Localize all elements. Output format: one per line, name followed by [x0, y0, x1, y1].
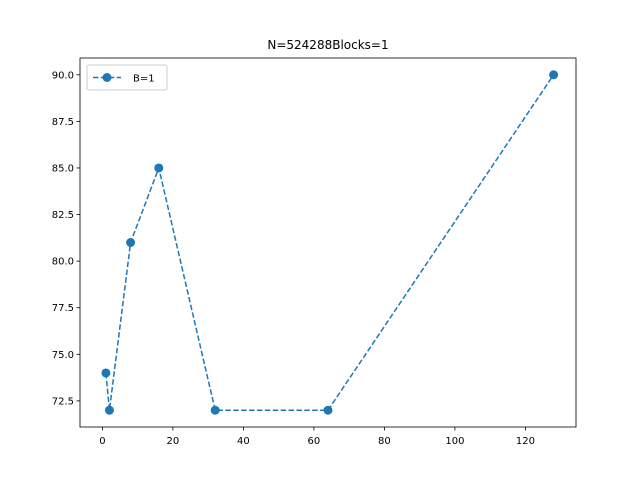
y-tick-label: 87.5 [52, 117, 74, 128]
legend-box [86, 64, 168, 91]
x-tick-label: 40 [237, 436, 250, 447]
x-tick-label: 100 [445, 436, 464, 447]
y-tick-label: 77.5 [52, 303, 74, 314]
plot-area [101, 70, 559, 415]
x-tick-label: 80 [378, 436, 391, 447]
data-point [549, 70, 559, 80]
legend-marker-sample [102, 73, 112, 82]
data-point [104, 405, 114, 415]
y-tick-label: 90.0 [52, 70, 74, 81]
series-line [105, 74, 555, 411]
x-tick-label: 20 [167, 436, 180, 447]
y-tick-label: 75.0 [52, 350, 74, 361]
x-tick-label: 60 [308, 436, 321, 447]
x-tick-label: 0 [99, 436, 105, 447]
y-tick-label: 85.0 [52, 163, 74, 174]
y-tick-label: 72.5 [52, 396, 74, 407]
data-point [210, 405, 220, 415]
data-point [101, 368, 111, 378]
legend-label: B=1 [133, 74, 155, 85]
data-point [154, 163, 164, 173]
y-tick-label: 80.0 [52, 257, 74, 268]
data-point [126, 238, 136, 247]
data-point [323, 405, 333, 415]
y-tick-label: 82.5 [52, 210, 74, 221]
axes-frame [79, 57, 577, 428]
x-tick-label: 120 [516, 436, 535, 447]
axes: 0 20 40 60 80 100 120 72.5 75.0 77.5 80.0 82.5 85.0 8… [52, 57, 577, 447]
chart-title: N=524288Blocks=1 [267, 38, 388, 52]
legend: B=1 [86, 64, 168, 91]
